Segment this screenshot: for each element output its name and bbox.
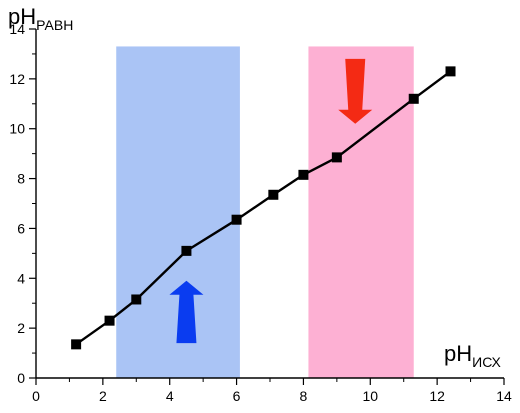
y-tick-label: 4: [17, 270, 25, 286]
data-point-marker: [445, 66, 456, 77]
data-point-marker: [331, 152, 342, 163]
y-tick-label: 8: [17, 171, 25, 187]
data-point-marker: [71, 339, 82, 350]
x-tick-label: 10: [362, 388, 378, 404]
y-tick-label: 10: [9, 121, 25, 137]
highlight-bands: [116, 46, 414, 378]
y-tick-label: 2: [17, 320, 25, 336]
data-point-marker: [131, 294, 142, 305]
x-axis-title: pHИСХ: [444, 341, 502, 370]
annotation-arrows: [169, 58, 373, 344]
x-tick-label: 12: [429, 388, 445, 404]
y-axis-title: pHРАВН: [8, 4, 73, 33]
data-point-marker: [104, 315, 115, 326]
x-tick-label: 0: [32, 388, 40, 404]
series-line: [75, 70, 452, 346]
data-point-marker: [231, 214, 242, 225]
arrow-down-icon: [338, 58, 373, 124]
x-tick-label: 8: [300, 388, 308, 404]
y-tick-label: 14: [9, 21, 25, 37]
x-tick-label: 14: [496, 388, 512, 404]
x-axis-title-sub: ИСХ: [472, 354, 501, 370]
y-axis-title-sub: РАВН: [36, 17, 73, 33]
y-tick-label: 0: [17, 370, 25, 386]
data-point-marker: [408, 93, 419, 104]
tick-labels: 0 2 4 6 8 10 12 14 0 2 4 6 8 10 12 14: [9, 21, 512, 404]
data-point-marker: [298, 169, 309, 180]
data-point-marker: [181, 245, 192, 256]
axes: [29, 28, 505, 385]
y-axis-title-main: pH: [8, 4, 36, 29]
y-tick-label: 12: [9, 71, 25, 87]
x-axis-title-main: pH: [444, 341, 472, 366]
data-series: [71, 66, 456, 350]
x-tick-label: 4: [166, 388, 174, 404]
arrow-up-icon: [169, 280, 204, 344]
x-tick-label: 6: [233, 388, 241, 404]
y-tick-label: 6: [17, 220, 25, 236]
data-point-marker: [268, 189, 279, 200]
x-tick-label: 2: [99, 388, 107, 404]
